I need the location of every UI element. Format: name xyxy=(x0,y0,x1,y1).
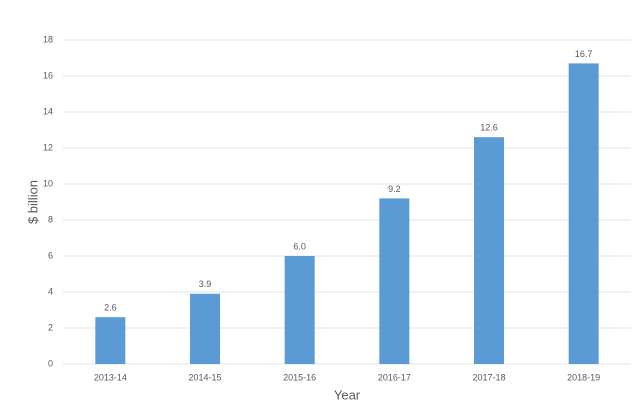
x-tick-label: 2014-15 xyxy=(188,372,221,382)
value-label: 12.6 xyxy=(480,123,498,133)
bar xyxy=(379,198,410,364)
value-label: 16.7 xyxy=(575,49,593,59)
bar xyxy=(284,256,315,364)
y-tick-label: 8 xyxy=(48,214,53,224)
y-tick-label: 0 xyxy=(48,358,53,368)
y-tick-label: 10 xyxy=(43,178,53,188)
y-tick-label: 2 xyxy=(48,322,53,332)
y-tick-label: 14 xyxy=(43,106,53,116)
value-label: 6.0 xyxy=(293,241,306,251)
x-tick-label: 2018-19 xyxy=(567,372,600,382)
x-tick-label: 2017-18 xyxy=(472,372,505,382)
value-label: 2.6 xyxy=(104,303,117,313)
x-tick-label: 2016-17 xyxy=(378,372,411,382)
y-tick-label: 6 xyxy=(48,250,53,260)
value-label: 3.9 xyxy=(199,279,212,289)
x-tick-label: 2013-14 xyxy=(94,372,127,382)
y-tick-label: 12 xyxy=(43,142,53,152)
value-label: 9.2 xyxy=(388,184,401,194)
y-tick-label: 4 xyxy=(48,286,53,296)
y-axis-title: $ billion xyxy=(25,180,40,224)
y-tick-label: 16 xyxy=(43,70,53,80)
x-axis-title: Year xyxy=(334,387,361,402)
bar xyxy=(474,137,504,364)
y-tick-label: 18 xyxy=(43,34,53,44)
bar xyxy=(568,63,599,365)
bar xyxy=(190,293,220,364)
bar xyxy=(95,317,126,364)
x-tick-label: 2015-16 xyxy=(283,372,316,382)
